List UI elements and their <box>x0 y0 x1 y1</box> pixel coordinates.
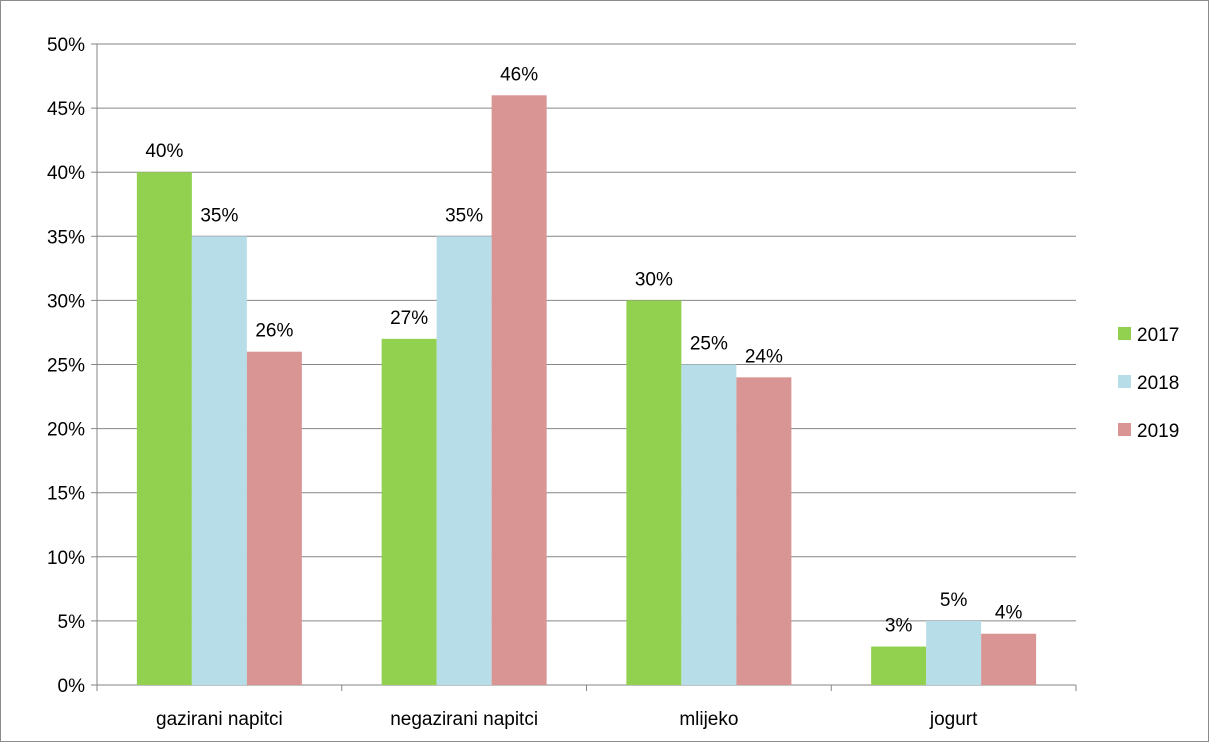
bar-2018 <box>437 236 492 685</box>
y-tick-label: 0% <box>58 676 86 697</box>
data-label: 25% <box>690 334 728 355</box>
x-category-label: jogurt <box>929 709 978 730</box>
y-tick-label: 45% <box>47 99 85 120</box>
bar-2019 <box>247 352 302 685</box>
bar-2018 <box>192 236 247 685</box>
y-tick-label: 20% <box>47 420 85 441</box>
legend-label: 2017 <box>1137 325 1179 346</box>
legend-swatch-2018 <box>1118 375 1131 388</box>
x-category-label: mlijeko <box>679 709 738 730</box>
y-tick-label: 5% <box>58 612 86 633</box>
legend-swatch-2017 <box>1118 327 1131 340</box>
y-tick-label: 15% <box>47 484 85 505</box>
data-label: 27% <box>390 308 428 329</box>
bar-2019 <box>492 95 547 685</box>
legend-swatch-2019 <box>1118 423 1131 436</box>
bar-2019 <box>981 634 1036 685</box>
data-label: 4% <box>995 603 1023 624</box>
data-label: 5% <box>940 590 968 611</box>
y-tick-label: 35% <box>47 227 85 248</box>
data-label: 40% <box>145 141 183 162</box>
data-label: 35% <box>200 205 238 226</box>
x-category-label: gazirani napitci <box>156 709 283 730</box>
bar-2019 <box>736 377 791 685</box>
bar-2017 <box>871 647 926 685</box>
bar-2017 <box>626 300 681 685</box>
bar-2018 <box>681 365 736 686</box>
data-label: 24% <box>745 346 783 367</box>
bar-2017 <box>137 172 192 685</box>
data-label: 46% <box>500 64 538 85</box>
y-tick-label: 30% <box>47 291 85 312</box>
data-label: 30% <box>635 269 673 290</box>
y-tick-label: 25% <box>47 356 85 377</box>
y-tick-label: 50% <box>47 35 85 56</box>
legend-label: 2019 <box>1137 421 1179 442</box>
bar-2017 <box>382 339 437 685</box>
y-tick-label: 40% <box>47 163 85 184</box>
data-label: 26% <box>255 321 293 342</box>
x-category-label: negazirani napitci <box>390 709 538 730</box>
data-label: 35% <box>445 205 483 226</box>
bar-2018 <box>926 621 981 685</box>
y-tick-label: 10% <box>47 548 85 569</box>
legend-label: 2018 <box>1137 373 1179 394</box>
data-label: 3% <box>885 616 913 637</box>
